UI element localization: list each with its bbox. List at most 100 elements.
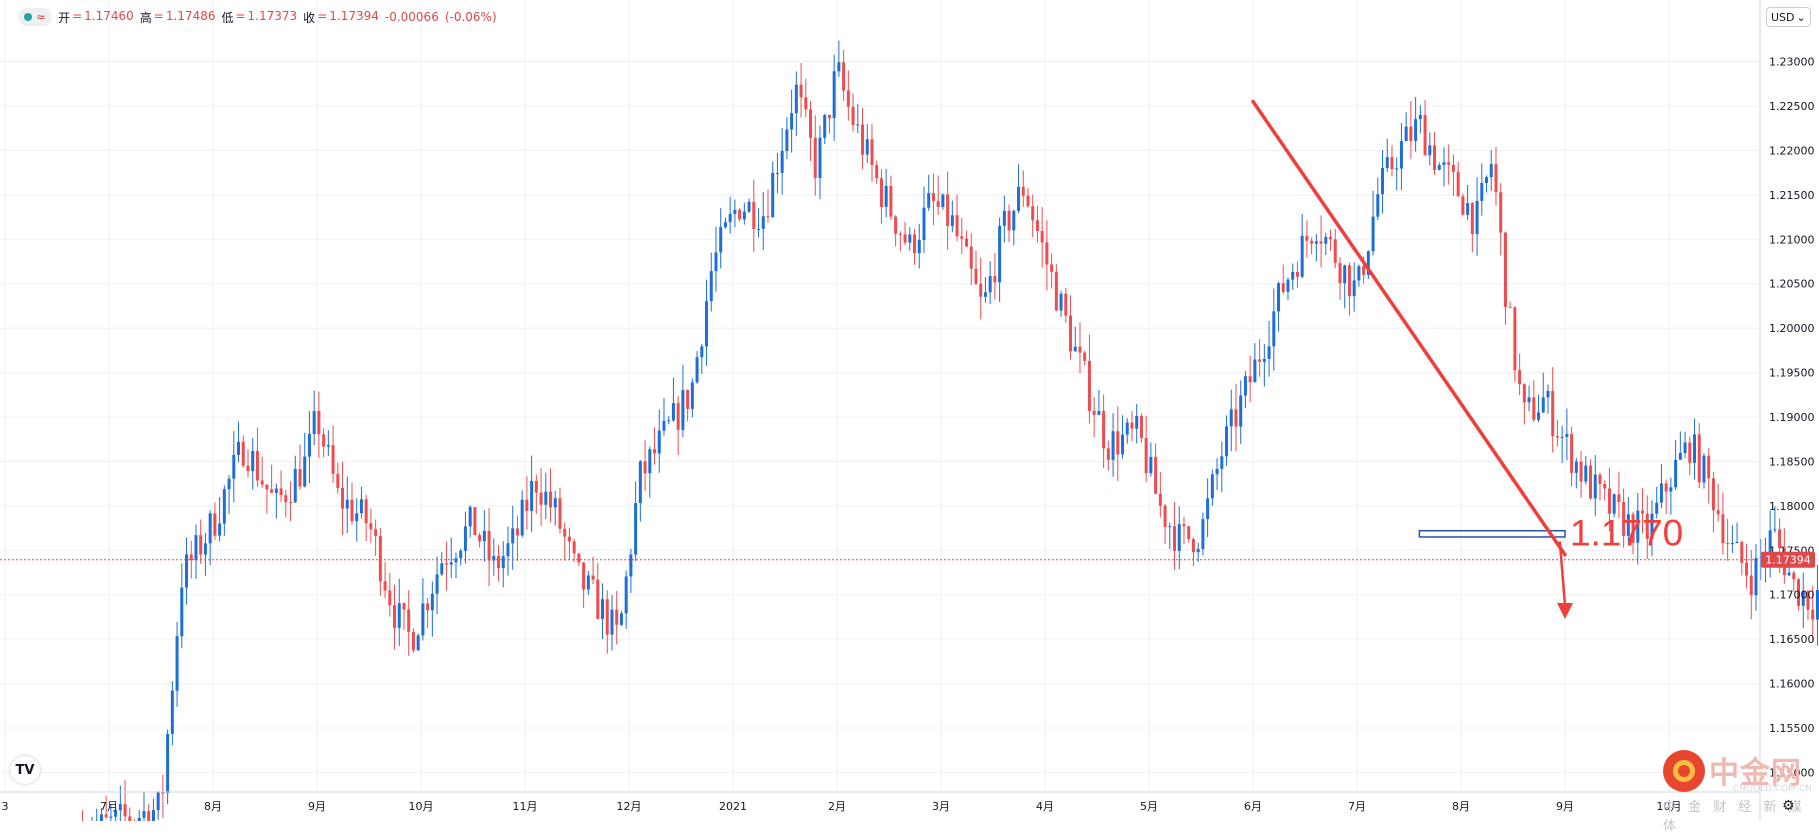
candle-down	[1811, 609, 1815, 620]
candle-down	[1026, 195, 1030, 207]
candle-down	[473, 507, 477, 536]
candle-up	[1324, 236, 1328, 244]
price-tick-label: 1.17000	[1769, 589, 1815, 602]
candle-up	[1418, 115, 1422, 120]
candle-up	[856, 124, 860, 126]
candle-down	[525, 499, 529, 511]
currency-label[interactable]: USD	[1771, 10, 1795, 24]
candle-up	[99, 814, 103, 821]
candle-down	[1499, 192, 1503, 233]
candle-up	[118, 804, 122, 811]
gear-icon[interactable]: ⚙	[1782, 798, 1795, 814]
current-price-label: 1.17394	[1765, 554, 1811, 567]
candle-up	[1735, 541, 1739, 544]
price-tick-label: 1.21500	[1769, 189, 1815, 202]
candle-down	[147, 811, 151, 821]
candle-down	[1310, 240, 1314, 244]
candle-down	[898, 233, 902, 235]
candle-down	[936, 201, 940, 207]
candle-down	[577, 553, 581, 563]
candle-up	[506, 543, 510, 557]
chevron-down-icon[interactable]: ⌄	[1796, 10, 1806, 24]
price-tick-label: 1.18500	[1769, 455, 1815, 468]
candle-up	[1097, 411, 1101, 415]
candle-down	[931, 193, 935, 202]
ohlc-high: 高 = 1.17486	[139, 8, 216, 25]
price-tick-label: 1.18000	[1769, 500, 1815, 513]
candle-down	[946, 194, 950, 226]
candle-down	[1806, 591, 1810, 610]
candle-up	[430, 593, 434, 611]
candle-down	[1607, 488, 1611, 514]
candle-down	[842, 62, 846, 91]
candle-down	[615, 609, 619, 625]
candle-up	[723, 222, 727, 228]
candle-down	[331, 445, 335, 474]
wave-icon[interactable]: ≈	[36, 10, 47, 24]
candle-down	[1461, 196, 1465, 215]
candle-down	[1423, 115, 1427, 156]
candle-up	[170, 690, 174, 734]
candle-down	[1532, 397, 1536, 420]
candle-up	[180, 587, 184, 637]
candle-down	[539, 492, 543, 505]
candle-down	[913, 234, 917, 254]
candle-up	[1300, 235, 1304, 277]
candle-up	[761, 216, 765, 229]
candle-up	[1017, 186, 1021, 211]
series-toggle[interactable]: ≈	[18, 8, 53, 26]
candle-down	[804, 97, 808, 110]
candle-up	[1541, 397, 1545, 413]
candle-up	[908, 234, 912, 243]
time-axis[interactable]: 3 7月 8月 9月 10月 11月 12月 2021 2月 3月 4月 5月 6月 7月 8月 9月 10月	[0, 791, 1760, 813]
candle-down	[1338, 263, 1342, 284]
candle-up	[1674, 459, 1678, 488]
candle-up	[1527, 397, 1531, 403]
candle-up	[1366, 251, 1370, 275]
price-axis[interactable]: 1.23000 1.22500 1.22000 1.21500 1.21000 1.205…	[1759, 0, 1815, 821]
candle-up	[1059, 293, 1063, 311]
candle-up	[1177, 524, 1181, 551]
candle-up	[1683, 442, 1687, 453]
candle-down	[1603, 484, 1607, 489]
candle-down	[1716, 510, 1720, 515]
candle-down	[317, 410, 321, 435]
candle-down	[411, 631, 415, 651]
candle-up	[1111, 431, 1115, 460]
candle-down	[889, 186, 893, 217]
candle-up	[714, 252, 718, 272]
candle-up	[1489, 164, 1493, 178]
candle-down	[738, 209, 742, 220]
candle-down	[596, 579, 600, 619]
candle-down	[1433, 145, 1437, 170]
candle-up	[671, 403, 675, 421]
candle-up	[218, 523, 222, 536]
candle-up	[251, 450, 255, 472]
candle-up	[359, 499, 363, 514]
candle-down	[1187, 526, 1191, 540]
candle-down	[336, 473, 340, 488]
candle-up	[151, 810, 155, 821]
candle-down	[1106, 448, 1110, 460]
candle-down	[1451, 164, 1455, 172]
candle-up	[553, 498, 557, 508]
candle-down	[123, 804, 127, 817]
candle-down	[270, 489, 274, 493]
time-tick-label: 8月	[1452, 800, 1470, 813]
watermark-url: CNGOLD.COM.CN	[1733, 784, 1812, 794]
candle-down	[445, 563, 449, 565]
candle-down	[1031, 206, 1035, 221]
candle-up	[927, 193, 931, 208]
candle-up	[917, 239, 921, 254]
visibility-dot-icon[interactable]	[24, 13, 32, 21]
candle-up	[747, 201, 751, 212]
currency-selector[interactable]: USD ⌄	[1766, 7, 1811, 27]
ohlc-low: 低 = 1.17373	[221, 8, 298, 25]
candle-up	[1262, 358, 1266, 362]
candle-down	[993, 276, 997, 283]
tradingview-logo[interactable]: TV	[10, 756, 40, 784]
candle-up	[449, 562, 453, 565]
candle-up	[307, 433, 311, 457]
candle-down	[1035, 220, 1039, 232]
